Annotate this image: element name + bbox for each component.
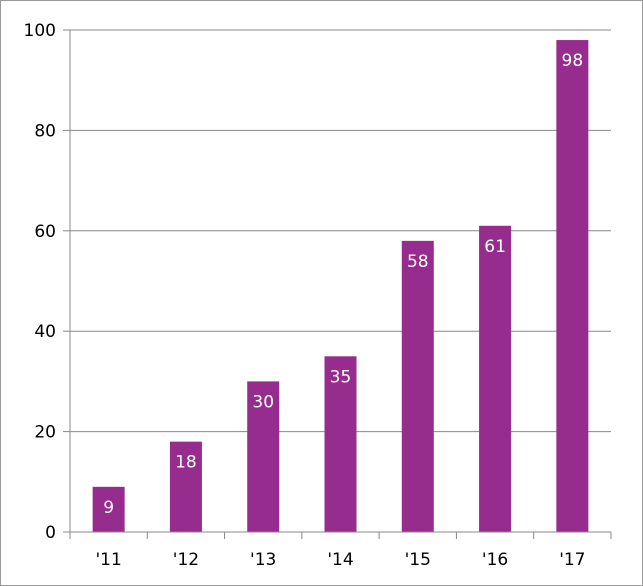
bar <box>479 225 512 532</box>
bars <box>92 40 589 532</box>
data-label: 58 <box>407 252 429 272</box>
bar <box>556 40 589 532</box>
y-tick-label: 100 <box>24 21 56 41</box>
y-tick-label: 20 <box>34 423 56 443</box>
y-tick-label: 0 <box>45 523 56 543</box>
y-tick-label: 60 <box>34 222 56 242</box>
bar <box>324 356 357 532</box>
y-tick-labels: 0 20 40 60 80 100 <box>24 21 56 543</box>
x-tick-label: '16 <box>482 550 508 570</box>
gridlines <box>70 29 611 433</box>
x-tick-label: '14 <box>327 550 353 570</box>
axes <box>63 29 612 539</box>
y-tick-label: 80 <box>34 121 56 141</box>
x-tick-label: '11 <box>95 550 121 570</box>
data-label: 18 <box>175 453 197 473</box>
data-label: 61 <box>484 237 506 257</box>
bar <box>92 486 125 532</box>
y-tick-label: 40 <box>34 322 56 342</box>
bar <box>247 381 280 532</box>
data-label: 30 <box>252 392 274 412</box>
data-labels: 9 18 30 35 58 61 98 <box>103 51 583 518</box>
data-label: 9 <box>103 498 114 518</box>
x-tick-label: '17 <box>559 550 585 570</box>
x-tick-label: '15 <box>405 550 431 570</box>
bar <box>401 240 434 532</box>
x-tick-labels: '11 '12 '13 '14 '15 '16 '17 <box>95 550 585 570</box>
bar <box>169 441 202 532</box>
x-tick-label: '12 <box>173 550 199 570</box>
x-tick-label: '13 <box>250 550 276 570</box>
data-label: 98 <box>562 51 584 71</box>
data-label: 35 <box>330 367 352 387</box>
